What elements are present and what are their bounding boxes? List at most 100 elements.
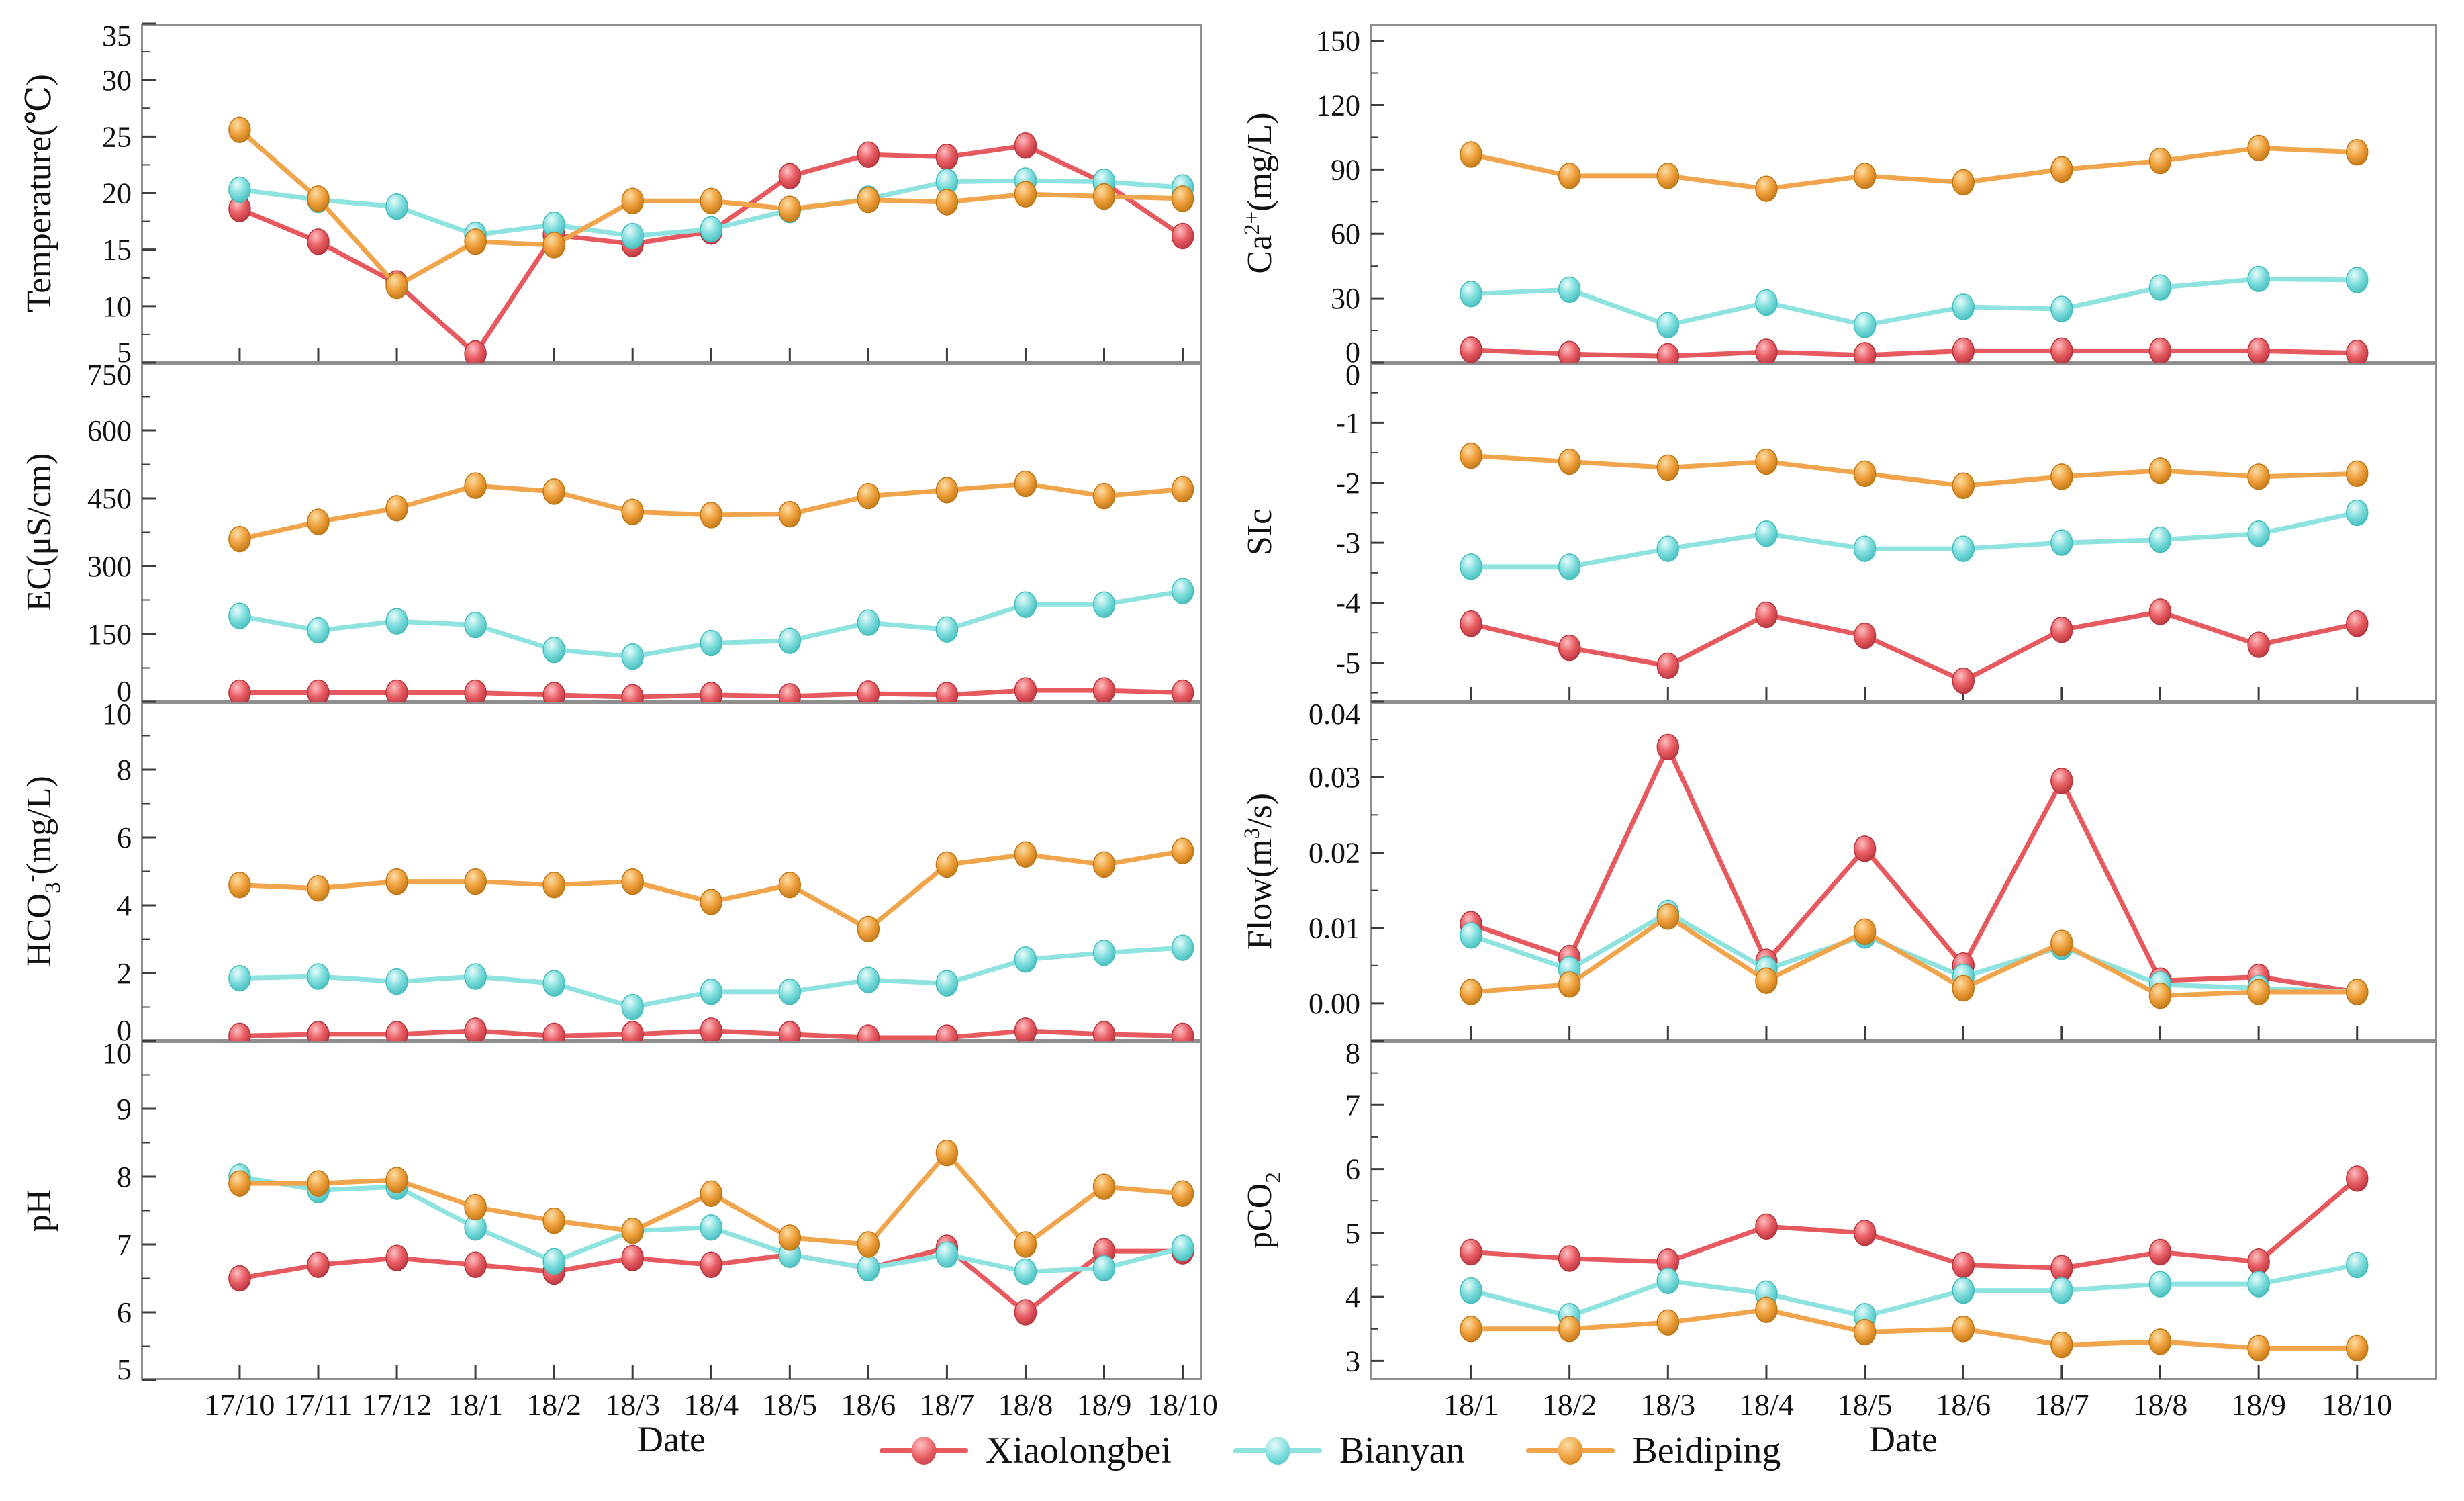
svg-text:10: 10	[102, 1037, 132, 1070]
x-axis-title-right: Date	[1869, 1419, 1938, 1459]
svg-text:18/6: 18/6	[1936, 1388, 1991, 1422]
svg-text:0: 0	[1345, 336, 1360, 369]
svg-text:-2: -2	[1335, 467, 1360, 500]
svg-text:3: 3	[1345, 1345, 1360, 1377]
svg-text:600: 600	[87, 414, 132, 447]
svg-text:150: 150	[87, 618, 132, 651]
svg-text:300: 300	[87, 550, 132, 583]
svg-text:7: 7	[117, 1228, 132, 1261]
svg-text:pCO2: pCO2	[1241, 1172, 1286, 1249]
svg-text:4: 4	[117, 889, 132, 922]
svg-text:0.04: 0.04	[1309, 698, 1360, 731]
svg-text:18/2: 18/2	[526, 1388, 581, 1422]
svg-text:18/2: 18/2	[1542, 1388, 1597, 1422]
svg-text:18/8: 18/8	[998, 1388, 1053, 1422]
svg-text:Flow(m3/s): Flow(m3/s)	[1240, 793, 1279, 950]
svg-text:EC(μS/cm): EC(μS/cm)	[20, 453, 58, 612]
svg-text:SIc: SIc	[1241, 509, 1279, 555]
marker-ball-icon	[1558, 1437, 1583, 1465]
svg-text:5: 5	[117, 1353, 132, 1386]
svg-text:17/10: 17/10	[205, 1388, 275, 1422]
svg-text:18/3: 18/3	[1640, 1388, 1695, 1422]
marker-ball-icon	[1265, 1437, 1290, 1465]
svg-text:150: 150	[1316, 25, 1360, 58]
svg-text:7: 7	[1345, 1089, 1360, 1122]
svg-text:pH: pH	[20, 1189, 58, 1232]
svg-text:17/12: 17/12	[362, 1388, 432, 1422]
svg-text:18/7: 18/7	[920, 1388, 975, 1422]
svg-text:5: 5	[117, 336, 132, 369]
panel-temperature-chart: 5 10 15 20 25 30 35 Temperature(℃)	[20, 19, 1202, 369]
svg-text:10: 10	[102, 698, 132, 731]
svg-text:0.03: 0.03	[1309, 761, 1360, 794]
svg-text:0: 0	[1345, 359, 1360, 392]
legend-item-beidiping: Beidiping	[1526, 1429, 1781, 1472]
svg-text:9: 9	[117, 1093, 132, 1126]
svg-text:8: 8	[1345, 1037, 1360, 1070]
svg-text:0.01: 0.01	[1309, 912, 1360, 945]
legend-item-bianyan: Bianyan	[1233, 1429, 1465, 1472]
svg-text:18/6: 18/6	[841, 1388, 896, 1422]
svg-text:18/8: 18/8	[2133, 1388, 2188, 1422]
panel-pco2-chart: 3 4 5 6 7 8 18/1 18/2 18/3 18/4 18/5 18/6 18/7 18/8 18…	[1241, 1037, 2437, 1422]
svg-text:450: 450	[87, 482, 132, 515]
marker-ball-icon	[911, 1437, 937, 1465]
svg-text:8: 8	[117, 754, 132, 786]
svg-text:-4: -4	[1335, 587, 1360, 620]
svg-text:18/5: 18/5	[762, 1388, 817, 1422]
svg-text:18/3: 18/3	[605, 1388, 660, 1422]
svg-text:90: 90	[1331, 153, 1360, 186]
svg-text:15: 15	[102, 234, 132, 267]
svg-text:18/4: 18/4	[1739, 1388, 1794, 1422]
svg-text:18/9: 18/9	[1077, 1388, 1132, 1422]
svg-text:20: 20	[102, 177, 132, 210]
panel-ec-chart: 0 150 300 450 600 750 EC(μS/cm)	[20, 359, 1202, 711]
svg-text:HCO3-(mg/L): HCO3-(mg/L)	[19, 776, 65, 967]
legend-label: Bianyan	[1339, 1430, 1465, 1471]
svg-text:0.00: 0.00	[1309, 987, 1360, 1020]
legend: Xiaolongbei Bianyan Beidiping	[880, 1429, 1781, 1472]
x-axis-title-left: Date	[637, 1419, 706, 1459]
panel-ca-chart: 0 30 60 90 120 150 Ca2+(mg/L)	[1240, 24, 2437, 370]
line-sample-icon	[1233, 1437, 1322, 1465]
svg-text:30: 30	[1331, 282, 1360, 315]
svg-text:0.02: 0.02	[1309, 836, 1360, 869]
panel-ph-chart: 5 6 7 8 9 10 17/10 17/11 17/12 18/1 18/2 18/3 18/4 18…	[20, 1037, 1218, 1422]
svg-text:18/7: 18/7	[2034, 1388, 2089, 1422]
svg-text:25: 25	[102, 120, 132, 153]
legend-item-xiaolongbei: Xiaolongbei	[880, 1429, 1172, 1472]
svg-text:750: 750	[87, 359, 132, 392]
svg-text:10: 10	[102, 290, 132, 323]
svg-text:2: 2	[117, 957, 132, 990]
svg-text:18/1: 18/1	[1443, 1388, 1499, 1422]
svg-text:-3: -3	[1335, 527, 1360, 559]
line-sample-icon	[880, 1437, 968, 1465]
svg-text:Temperature(℃): Temperature(℃)	[20, 74, 58, 312]
svg-text:6: 6	[117, 821, 132, 854]
svg-text:18/5: 18/5	[1838, 1388, 1893, 1422]
svg-text:18/10: 18/10	[2322, 1388, 2392, 1422]
panel-sic-chart: -5 -4 -3 -2 -1 0 SIc	[1241, 359, 2437, 702]
svg-text:0: 0	[117, 675, 132, 708]
svg-text:60: 60	[1331, 218, 1360, 251]
svg-text:-5: -5	[1335, 647, 1360, 680]
svg-text:0: 0	[117, 1014, 132, 1047]
svg-text:6: 6	[117, 1296, 132, 1329]
svg-text:4: 4	[1345, 1281, 1360, 1314]
svg-text:8: 8	[117, 1161, 132, 1193]
svg-text:30: 30	[102, 64, 132, 97]
svg-text:18/9: 18/9	[2231, 1388, 2286, 1422]
svg-text:5: 5	[1345, 1217, 1360, 1250]
legend-label: Xiaolongbei	[986, 1430, 1172, 1471]
svg-text:18/1: 18/1	[448, 1388, 503, 1422]
legend-label: Beidiping	[1632, 1430, 1781, 1471]
svg-text:-1: -1	[1335, 406, 1360, 439]
svg-text:Ca2+(mg/L): Ca2+(mg/L)	[1240, 112, 1279, 273]
svg-text:120: 120	[1316, 89, 1360, 122]
svg-text:6: 6	[1345, 1153, 1360, 1186]
panel-flow-chart: 0.00 0.01 0.02 0.03 0.04 Flow(m3/s)	[1240, 698, 2437, 1041]
svg-text:35: 35	[102, 19, 132, 52]
line-sample-icon	[1526, 1437, 1615, 1465]
svg-text:18/10: 18/10	[1147, 1388, 1218, 1422]
